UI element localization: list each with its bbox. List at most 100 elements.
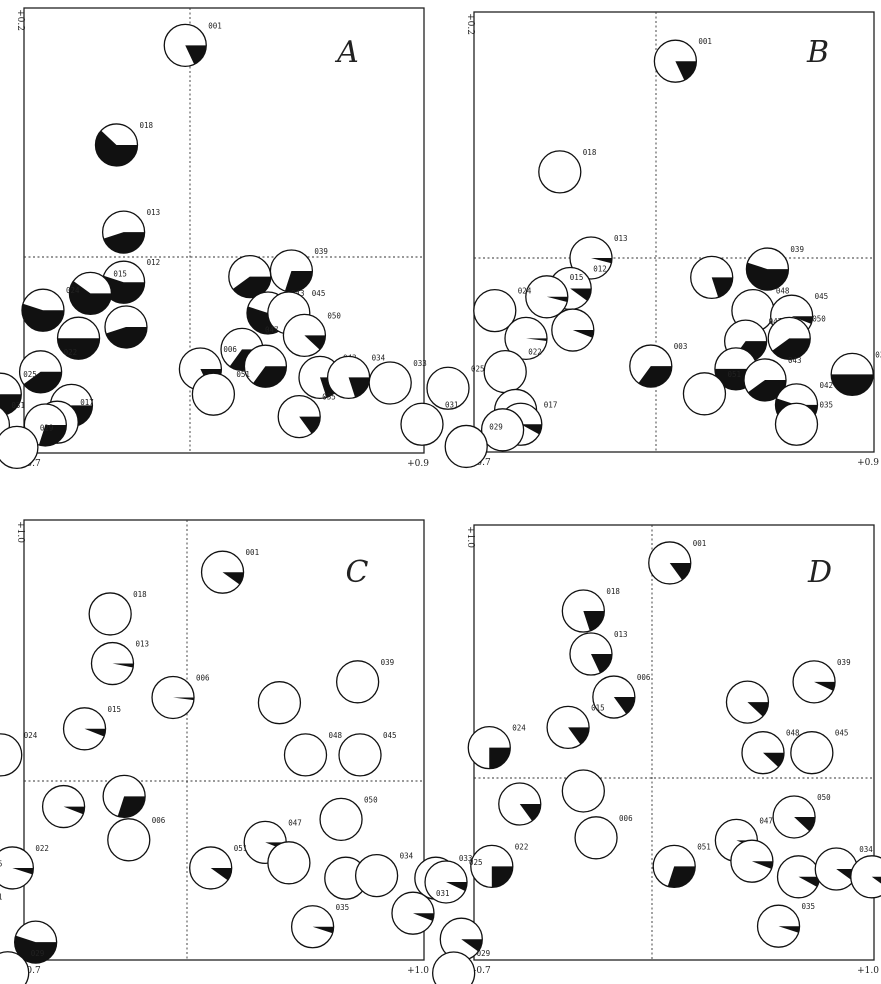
site-filled-sector — [57, 338, 100, 360]
site-marker-029: 029 — [444, 422, 503, 469]
site-marker-018: 018 — [538, 148, 597, 194]
panel-c: -0.7+1.0+1.0-0.7C00101801303900601502404… — [0, 519, 473, 984]
site-marker-050: 050 — [772, 793, 831, 839]
site-marker-015: 015 — [68, 269, 127, 316]
site-label: 018 — [583, 148, 597, 157]
site-marker-034: 034 — [326, 353, 386, 400]
site-circle — [538, 150, 582, 194]
site-marker-013: 013 — [569, 630, 628, 676]
site-filled-sector — [772, 338, 811, 360]
site-label: 039 — [381, 658, 395, 667]
site-marker-001: 001 — [648, 539, 706, 585]
site-label: 015 — [591, 703, 605, 712]
site-label: 045 — [815, 292, 829, 301]
site-marker-050: 050 — [282, 311, 341, 358]
site-label: 029 — [31, 949, 45, 958]
site-filled-sector — [210, 867, 232, 881]
site-marker — [551, 308, 595, 352]
site-marker — [104, 305, 148, 349]
site-marker — [504, 316, 548, 361]
site-circle — [368, 361, 412, 405]
site-label: 047 — [759, 816, 773, 825]
site-label: 025 — [0, 859, 2, 868]
site-marker — [267, 841, 311, 885]
site-filled-sector — [613, 697, 635, 715]
y-tick-label-max: +1.0 — [15, 521, 25, 543]
site-marker-015: 015 — [62, 705, 121, 751]
site-filled-sector — [95, 130, 138, 166]
site-marker-013: 013 — [101, 208, 160, 254]
site-label: 022 — [35, 844, 49, 853]
site-label: 047 — [265, 325, 279, 334]
site-marker-045: 045 — [338, 731, 397, 777]
site-label: 017 — [80, 398, 94, 407]
panel-letter: B — [806, 35, 829, 70]
site-filled-sector — [173, 697, 195, 701]
site-label: 045 — [835, 729, 849, 738]
site-filled-sector — [299, 416, 321, 434]
site-circle — [191, 372, 236, 416]
site-marker-033: 033 — [850, 855, 881, 899]
x-tick-label-min: -0.7 — [23, 459, 41, 469]
site-label: 001 — [246, 548, 260, 557]
site-marker — [498, 782, 542, 826]
site-marker-034: 034 — [354, 852, 414, 898]
site-marker — [257, 681, 302, 725]
x-tick-label-max: +1.0 — [407, 966, 429, 976]
site-filled-sector — [23, 371, 62, 393]
site-label: 029 — [489, 422, 503, 431]
site-label: 022 — [528, 348, 542, 357]
site-marker — [690, 255, 734, 300]
site-circle — [774, 402, 819, 446]
site-marker-033: 033 — [368, 359, 427, 405]
site-label: 013 — [135, 640, 149, 649]
site-filled-sector — [312, 926, 334, 934]
site-label: 035 — [819, 400, 833, 409]
site-circle — [426, 366, 470, 410]
site-circle — [483, 349, 527, 394]
site-label: 018 — [133, 590, 147, 599]
site-label: 003 — [674, 342, 688, 351]
site-marker-051: 051 — [652, 842, 711, 889]
y-tick-label-max: +1.0 — [465, 526, 475, 548]
site-label: 006 — [637, 673, 651, 682]
site-marker-039: 039 — [745, 245, 804, 291]
site-label: 047 — [769, 317, 783, 326]
site-filled-sector — [590, 654, 612, 674]
site-circle — [88, 592, 132, 636]
site-label: 033 — [413, 359, 427, 368]
plot-frame — [473, 11, 875, 453]
site-marker-025: 025 — [424, 858, 483, 904]
site-marker-031: 031 — [0, 893, 2, 902]
site-marker-015: 015 — [525, 273, 583, 319]
site-label: 031 — [436, 889, 450, 898]
site-label: 024 — [512, 724, 526, 733]
site-label: 035 — [336, 903, 350, 912]
site-label: 001 — [698, 37, 712, 46]
x-tick-label-min: -0.7 — [23, 966, 41, 976]
site-label: 043 — [788, 356, 802, 365]
site-marker — [439, 917, 483, 961]
site-filled-sector — [669, 562, 691, 580]
site-filled-sector — [638, 366, 672, 388]
site-label: 048 — [329, 731, 343, 740]
site-filled-sector — [871, 876, 881, 884]
site-label: 033 — [459, 854, 473, 863]
site-label: 006 — [619, 814, 633, 823]
site-marker-051: 051 — [189, 844, 247, 890]
site-marker-001: 001 — [163, 21, 222, 67]
site-marker-025: 025 — [0, 859, 2, 868]
site-filled-sector — [526, 338, 547, 342]
site-filled-sector — [751, 861, 773, 869]
site-label: 045 — [383, 731, 397, 740]
site-marker-012: 012 — [101, 258, 160, 304]
site-label: 029 — [477, 949, 491, 958]
site-marker — [41, 784, 86, 829]
site-label: 013 — [614, 234, 628, 243]
site-marker — [56, 316, 101, 360]
site-label: 050 — [817, 793, 831, 802]
site-filled-sector — [667, 866, 696, 888]
site-marker-031: 031 — [391, 889, 450, 935]
site-filled-sector — [63, 806, 85, 815]
site-circle — [0, 733, 23, 777]
